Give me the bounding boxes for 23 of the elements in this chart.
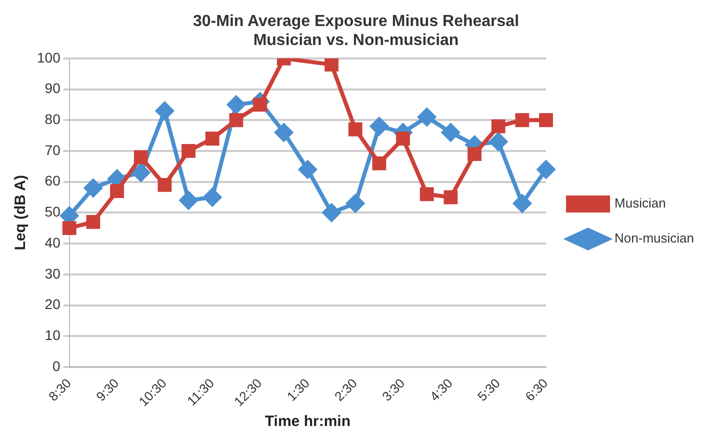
legend-label: Musician — [614, 196, 666, 211]
x-tick-label: 4:30 — [426, 376, 456, 404]
y-tick-label: 10 — [44, 326, 61, 343]
chart-title: 30-Min Average Exposure Minus Rehearsal Musician vs. Non-musician — [192, 13, 520, 50]
x-tick-label: 3:30 — [379, 376, 408, 404]
y-tick-label: 70 — [44, 142, 61, 158]
y-tick-label: 100 — [37, 49, 61, 66]
y-tick-label: 80 — [44, 110, 61, 127]
y-axis-title: Leq (dB A) — [12, 175, 30, 250]
y-tick-label: 20 — [44, 296, 61, 312]
y-tick-label: 30 — [44, 265, 61, 282]
x-axis-title: Time hr:min — [264, 413, 350, 430]
x-tick-label: 5:30 — [474, 376, 504, 404]
y-tick-label: 50 — [44, 204, 61, 220]
y-tick-label: 90 — [44, 80, 61, 96]
x-tick-label: 9:30 — [93, 376, 122, 404]
y-tick-label: 60 — [44, 172, 61, 189]
x-tick-label: 8:30 — [46, 376, 74, 404]
x-tick-label: 6:30 — [522, 376, 551, 404]
legend-label: Non-musician — [614, 230, 694, 246]
y-tick-label: 40 — [44, 234, 61, 250]
x-tick-label: 1:30 — [284, 376, 312, 404]
y-tick-label: 0 — [52, 358, 61, 374]
